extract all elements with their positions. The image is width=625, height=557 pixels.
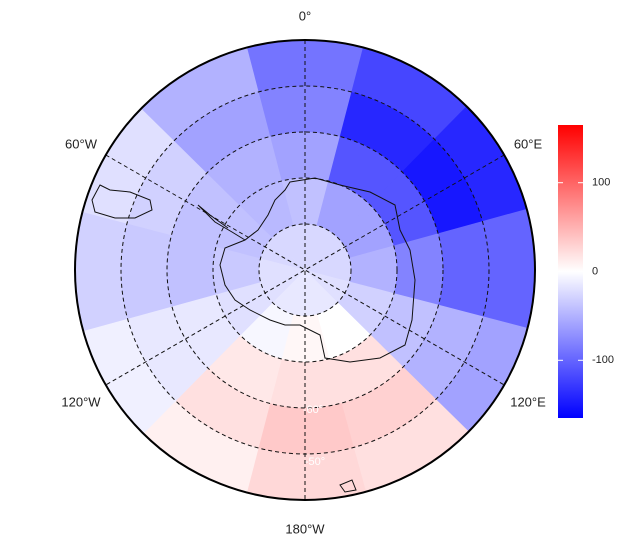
field-cell xyxy=(271,224,305,270)
lon-label: 120°W xyxy=(61,394,101,409)
lon-label: 0° xyxy=(299,8,311,23)
field-cell xyxy=(75,207,128,333)
field-cell xyxy=(271,270,305,316)
field-cell xyxy=(258,257,305,283)
field-cell xyxy=(316,302,371,360)
field-cell xyxy=(351,43,472,141)
field-cell xyxy=(78,316,176,437)
lat-label: -50° xyxy=(305,456,325,468)
field-cell xyxy=(166,233,217,307)
field-cell xyxy=(305,270,339,316)
field-cell xyxy=(305,270,351,304)
field-cell xyxy=(305,236,351,270)
field-cell xyxy=(206,334,282,405)
field-cell xyxy=(120,220,172,320)
field-cell xyxy=(206,135,282,206)
field-cell xyxy=(434,316,532,437)
field-cell xyxy=(173,91,271,174)
field-cell xyxy=(126,304,209,402)
lat-label: -60° xyxy=(303,404,323,416)
field-cell xyxy=(239,302,294,360)
field-cell xyxy=(173,366,271,449)
field-cell xyxy=(170,293,241,369)
colorbar-label: 100 xyxy=(592,177,610,189)
colorbar-label: 0 xyxy=(592,265,598,277)
field-cell xyxy=(401,304,484,402)
field xyxy=(75,40,535,500)
lon-label: 60°W xyxy=(65,136,98,151)
field-cell xyxy=(351,399,472,497)
field-cell xyxy=(349,245,398,295)
lon-label: 60°E xyxy=(514,136,543,151)
graticule xyxy=(105,40,505,500)
field-cell xyxy=(259,236,305,270)
field-cell xyxy=(337,281,395,336)
field-cell xyxy=(339,91,437,174)
colorbar-label: -100 xyxy=(592,354,614,366)
field-cell xyxy=(126,138,209,236)
field-cell xyxy=(138,43,259,141)
field-cell xyxy=(305,224,339,270)
colorbar: 100 0 -100 xyxy=(558,125,614,418)
field-cell xyxy=(305,257,352,283)
field-cell xyxy=(401,138,484,236)
field-cell xyxy=(482,207,535,333)
field-cell xyxy=(339,366,437,449)
field-cell xyxy=(259,270,305,304)
lon-label: 180°W xyxy=(285,521,325,536)
field-cell xyxy=(78,103,176,224)
map-border xyxy=(74,39,536,501)
field-cell xyxy=(138,399,259,497)
field-cell xyxy=(280,314,330,363)
field-cell xyxy=(268,131,342,182)
field-cell xyxy=(393,233,444,307)
field-cell xyxy=(438,220,490,320)
field-cell xyxy=(316,180,371,238)
field-cell xyxy=(434,103,532,224)
lon-label: 120°E xyxy=(510,394,546,409)
